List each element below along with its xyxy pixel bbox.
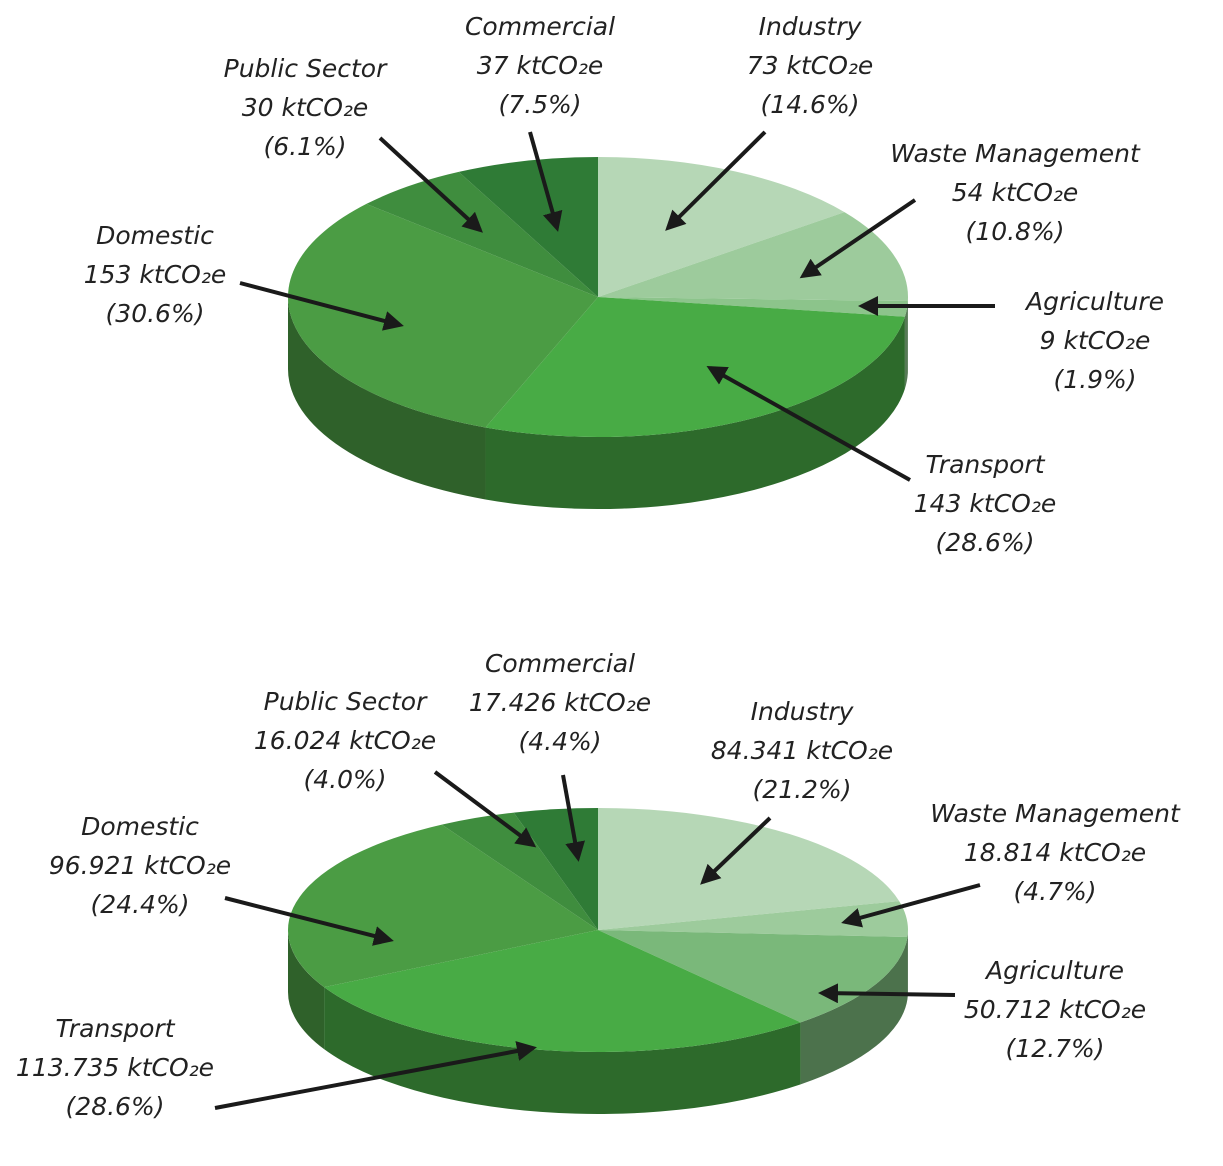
- slice-label: Public Sector: [264, 687, 428, 716]
- slice-side: [904, 300, 908, 389]
- slice: [288, 824, 598, 988]
- slice-side: [324, 987, 801, 1114]
- slice-percent-label: (6.1%): [263, 132, 346, 161]
- slice-percent-label: (4.0%): [303, 765, 386, 794]
- slice: [366, 171, 598, 297]
- slice-side: [800, 937, 908, 1085]
- slice-percent-label: (28.6%): [936, 528, 1035, 557]
- slice-value-label: 54 ktCO₂e: [952, 178, 1079, 207]
- slice-side: [288, 930, 325, 1050]
- slice-value-label: 73 ktCO₂e: [747, 51, 874, 80]
- arrow: [799, 198, 917, 279]
- slice-value-label: 50.712 ktCO₂e: [964, 995, 1146, 1024]
- slice-value-label: 84.341 ktCO₂e: [711, 736, 893, 765]
- slice-percent-label: (4.7%): [1013, 877, 1096, 906]
- arrow: [700, 816, 772, 885]
- slice-label: Industry: [759, 12, 863, 41]
- arrow: [378, 136, 483, 233]
- slice: [485, 297, 905, 437]
- arrow: [665, 130, 767, 231]
- slice-value-label: 143 ktCO₂e: [914, 489, 1056, 518]
- slice-value-label: 96.921 ktCO₂e: [49, 851, 231, 880]
- slice-label: Commercial: [485, 649, 635, 678]
- slice-label: Agriculture: [984, 956, 1124, 985]
- arrow: [239, 281, 404, 331]
- slice-percent-label: (10.8%): [966, 217, 1065, 246]
- slice: [441, 812, 598, 930]
- slice: [598, 808, 900, 930]
- slice-percent-label: (21.2%): [753, 775, 852, 804]
- arrow: [818, 983, 956, 1004]
- slice-label: Commercial: [465, 12, 615, 41]
- arrow: [528, 131, 563, 232]
- slice-label: Domestic: [81, 812, 199, 841]
- arrow: [706, 366, 911, 482]
- slice: [458, 157, 598, 297]
- slice-side: [907, 930, 908, 1000]
- slice-value-label: 17.426 ktCO₂e: [469, 688, 651, 717]
- slice-percent-label: (7.5%): [498, 90, 581, 119]
- arrow: [224, 896, 394, 946]
- slice-label: Agriculture: [1024, 287, 1164, 316]
- slice-side: [288, 297, 486, 500]
- slice-label: Waste Management: [890, 139, 1141, 168]
- slice: [324, 930, 801, 1052]
- slice-label: Transport: [55, 1014, 175, 1043]
- slice: [598, 297, 908, 317]
- arrow: [433, 770, 537, 848]
- arrow: [214, 1041, 537, 1110]
- arrow: [841, 883, 981, 928]
- slice-value-label: 18.814 ktCO₂e: [964, 838, 1146, 867]
- slice: [598, 212, 908, 301]
- slice-percent-label: (1.9%): [1053, 365, 1136, 394]
- slice-label: Industry: [751, 697, 855, 726]
- slice-label: Domestic: [96, 221, 214, 250]
- slice-label: Public Sector: [224, 54, 388, 83]
- slice-value-label: 37 ktCO₂e: [477, 51, 604, 80]
- slice-value-label: 9 ktCO₂e: [1040, 326, 1151, 355]
- slice-percent-label: (12.7%): [1006, 1034, 1105, 1063]
- slice-value-label: 153 ktCO₂e: [84, 260, 226, 289]
- slice-percent-label: (24.4%): [91, 890, 190, 919]
- slice: [288, 203, 598, 428]
- slice-percent-label: (30.6%): [106, 299, 205, 328]
- slice-label: Waste Management: [930, 799, 1181, 828]
- slice: [598, 901, 908, 938]
- slice-percent-label: (4.4%): [518, 727, 601, 756]
- slice: [598, 157, 845, 297]
- slice-percent-label: (14.6%): [761, 90, 860, 119]
- slice-value-label: 113.735 ktCO₂e: [16, 1053, 214, 1082]
- slice-value-label: 30 ktCO₂e: [242, 93, 369, 122]
- slice-label: Transport: [925, 450, 1045, 479]
- slice-value-label: 16.024 ktCO₂e: [254, 726, 436, 755]
- arrow: [561, 774, 585, 862]
- slice-percent-label: (28.6%): [66, 1092, 165, 1121]
- slice-side: [485, 316, 905, 510]
